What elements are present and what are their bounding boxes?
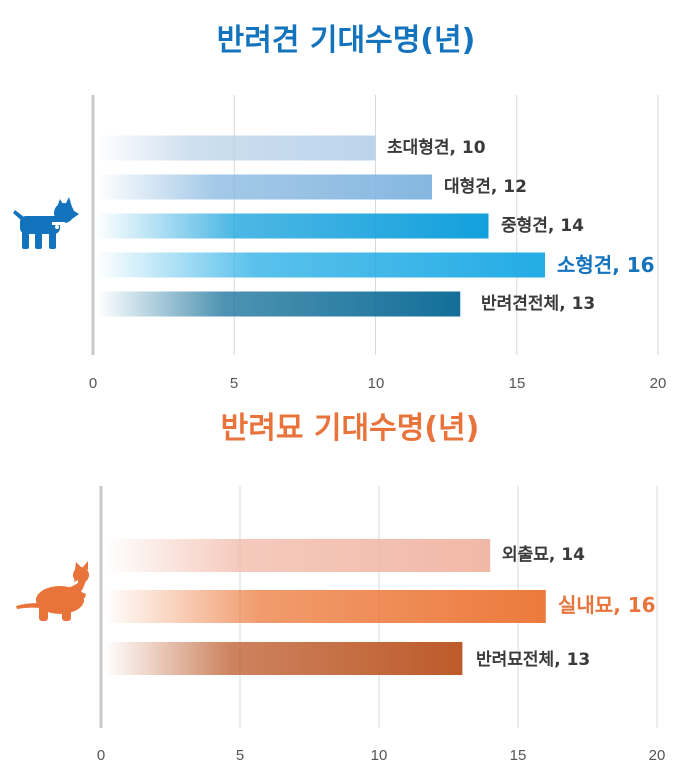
bar (97, 213, 489, 239)
bar-value-label: 대형견, 12 (444, 176, 527, 197)
x-tick-label: 15 (510, 747, 527, 764)
x-tick-label: 0 (97, 747, 105, 764)
cat-chart-title: 반려묘 기대수명(년) (221, 411, 480, 446)
dog-bar-labels: 초대형견, 10 대형견, 12 중형견, 14 소형견, 16 반려견전체, … (387, 137, 655, 314)
bar (105, 539, 491, 572)
bar-value-label: 반려견전체, 13 (481, 294, 595, 314)
bar (97, 291, 461, 317)
bar-value-label: 외출묘, 14 (502, 545, 585, 565)
bar-value-label: 중형견, 14 (501, 215, 584, 236)
x-tick-label: 20 (649, 747, 666, 764)
dog-x-ticks: 0 5 10 15 20 (89, 375, 667, 392)
bar-value-label: 반려묘전체, 13 (476, 650, 590, 670)
bar (97, 252, 545, 278)
x-tick-label: 0 (89, 375, 97, 392)
cat-icon (16, 561, 89, 621)
x-tick-label: 20 (650, 375, 667, 392)
x-tick-label: 5 (230, 375, 238, 392)
bar (97, 135, 376, 161)
bar-value-label: 초대형견, 10 (387, 137, 486, 158)
cat-bar-labels: 외출묘, 14 실내묘, 16 반려묘전체, 13 (476, 545, 656, 670)
bar-value-label-highlight: 실내묘, 16 (558, 593, 656, 617)
bar (97, 174, 432, 200)
x-tick-label: 10 (371, 747, 388, 764)
bar (105, 642, 463, 675)
x-tick-label: 5 (236, 747, 244, 764)
bar (105, 590, 546, 623)
dog-chart-title: 반려견 기대수명(년) (217, 23, 476, 58)
x-tick-label: 10 (368, 375, 385, 392)
dog-icon (13, 197, 79, 249)
x-tick-label: 15 (509, 375, 526, 392)
cat-x-ticks: 0 5 10 15 20 (97, 747, 666, 764)
bar-value-label-highlight: 소형견, 16 (557, 253, 655, 277)
